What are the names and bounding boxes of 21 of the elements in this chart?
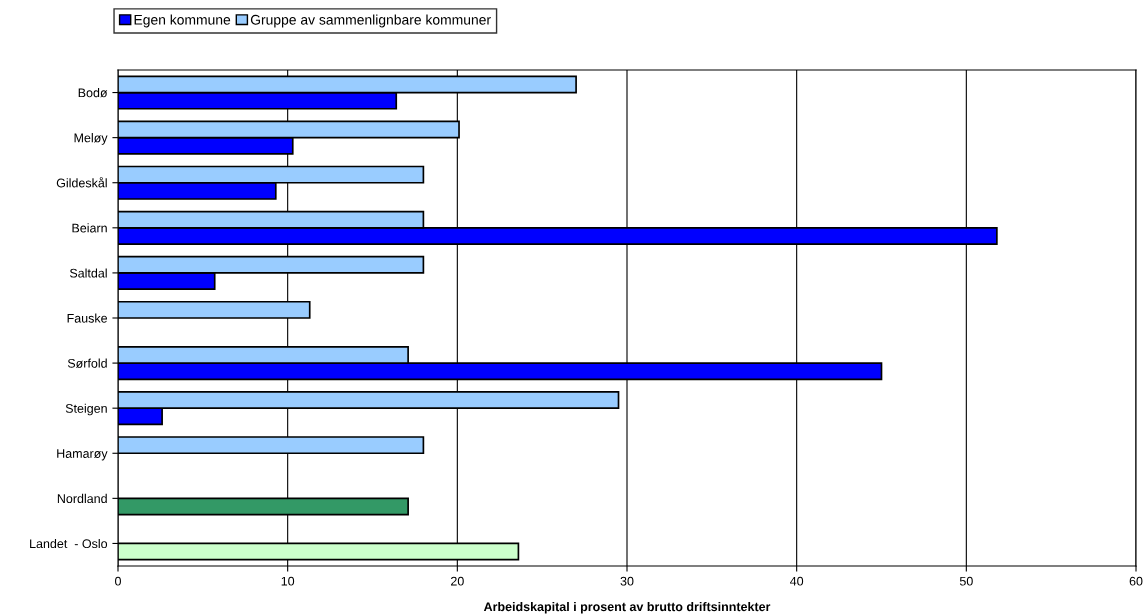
x-tick-label: 0 [115,576,121,586]
y-tick-label: Saltdal [69,268,107,278]
legend-label: Egen kommune [134,14,231,28]
x-tick-label: 30 [620,576,634,586]
y-tick-label: Sørfold [67,358,107,368]
y-tick-label: Bodø [78,88,108,98]
x-axis-title: Arbeidskapital i prosent av brutto driftsinntekter [483,601,771,614]
y-tick-label: Fauske [67,313,108,323]
y-tick-label: Gildeskål [56,177,107,188]
x-tick-label: 40 [790,576,804,586]
y-tick-label: Meløy [74,133,108,145]
y-tick-label: Landet - Oslo [30,538,108,549]
x-tick-label: 50 [959,576,973,586]
x-tick-label: 60 [1129,576,1143,586]
y-tick-label: Nordland [57,493,107,504]
x-tick-label: 10 [281,576,295,586]
legend-label: Gruppe av sammenlignbare kommuner [250,14,491,28]
y-tick-label: Beiarn [72,223,107,233]
y-tick-label: Steigen [65,403,107,416]
y-tick-label: Hamarøy [57,449,108,461]
x-tick-label: 20 [451,576,464,586]
